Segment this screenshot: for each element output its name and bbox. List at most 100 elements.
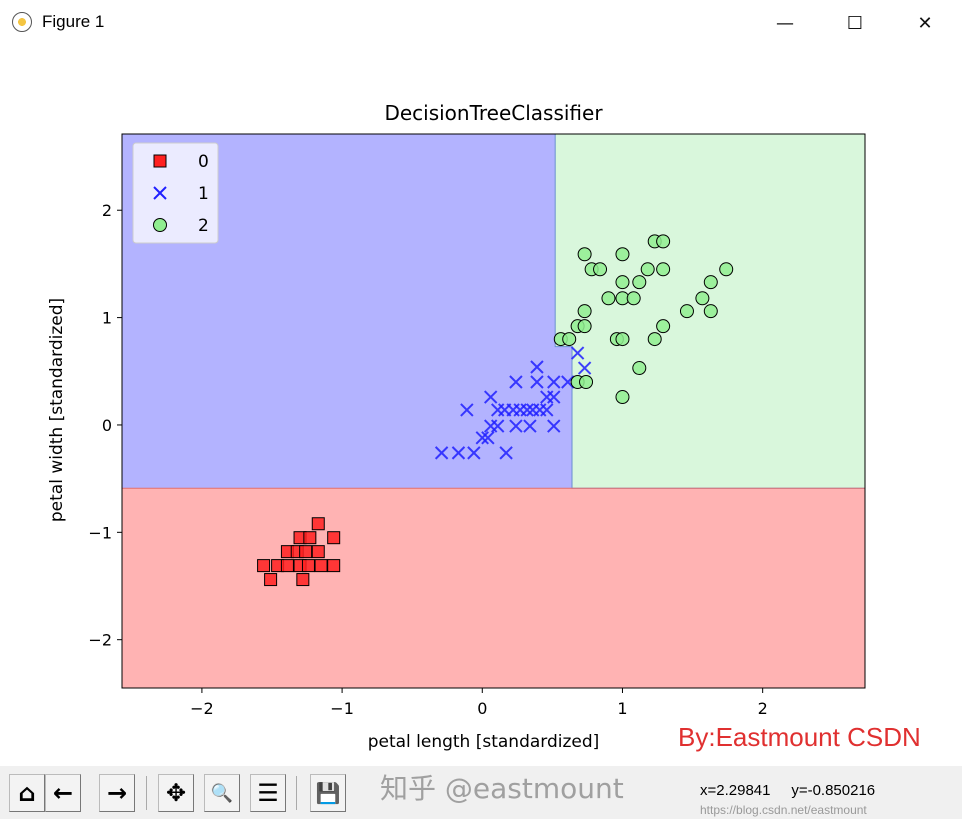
data-point-class-2 [695,291,710,306]
y-tick-label: 1 [102,309,112,328]
data-point-class-1 [561,375,575,389]
data-point-class-0 [296,573,310,587]
title-bar: Figure 1 — ☐ ✕ [0,0,962,46]
data-point-class-2 [562,332,577,347]
matplotlib-icon [12,12,32,32]
data-point-class-2 [679,304,694,319]
data-point-class-2 [656,319,671,334]
data-point-class-0 [301,559,315,573]
data-point-class-1 [540,403,554,417]
data-point-class-1 [547,375,561,389]
data-point-class-2 [632,361,647,376]
data-point-class-1 [547,390,561,404]
legend: 0 1 2 [132,142,219,244]
data-point-class-2 [615,332,630,347]
home-icon[interactable]: ⌂ [9,774,45,812]
data-point-class-2 [593,262,608,277]
y-tick-label: −1 [88,523,112,542]
data-point-class-2 [656,262,671,277]
data-point-class-0 [314,559,328,573]
data-point-class-1 [530,375,544,389]
data-point-class-0 [280,559,294,573]
data-point-class-0 [311,545,325,559]
data-point-class-2 [579,375,594,390]
data-point-class-1 [547,419,561,433]
configure-subplots-icon[interactable]: ☰ [250,774,286,812]
data-point-class-2 [601,291,616,306]
x-tick-label: −2 [190,699,214,718]
x-tick-label: 2 [758,699,768,718]
legend-label: 1 [198,184,209,204]
data-point-class-2 [632,275,647,290]
cursor-coordinates: x=2.29841 y=-0.850216 [700,782,876,799]
close-button[interactable]: ✕ [917,12,933,34]
data-point-class-2 [647,332,662,347]
data-point-class-1 [483,390,498,404]
data-point-class-0 [299,545,313,559]
data-point-class-0 [311,517,325,531]
data-point-class-1 [577,361,592,375]
zhihu-watermark: 知乎 @eastmount [380,772,624,805]
region-class-0 [122,488,865,688]
minimize-button[interactable]: — [776,12,794,34]
data-point-class-2 [626,291,641,306]
y-tick-label: 0 [102,416,112,435]
data-point-class-0 [327,531,341,545]
legend-marker-circle [153,218,167,232]
credit-text: By:Eastmount CSDN [678,722,921,752]
data-point-class-1 [434,446,449,460]
x-tick-label: 0 [477,699,487,718]
pan-icon[interactable]: ✥ [158,774,194,812]
data-point-class-0 [264,573,278,587]
legend-label: 2 [198,216,209,236]
y-tick-label: −2 [88,631,112,650]
window-title: Figure 1 [42,12,105,31]
save-icon[interactable]: 💾 [310,774,346,812]
x-tick-label: −1 [330,699,354,718]
figure-canvas[interactable]: −2 −1 0 1 2 −2 −1 0 1 2 DecisionTreeClassifier peta… [0,46,962,766]
data-point-class-2 [615,390,630,405]
data-point-class-2 [703,304,718,319]
toolbar-separator [146,776,147,810]
data-point-class-2 [577,247,592,262]
data-point-class-1 [460,403,474,417]
data-point-class-2 [577,304,592,319]
data-point-class-1 [520,403,534,417]
legend-label: 0 [198,152,209,172]
back-icon[interactable]: ← [45,774,81,812]
data-point-class-2 [656,234,671,249]
data-point-class-2 [703,275,718,290]
forward-icon[interactable]: → [99,774,135,812]
data-point-class-1 [509,419,523,433]
x-tick-label: 1 [617,699,627,718]
data-point-class-1 [499,446,513,460]
data-point-class-1 [481,431,495,445]
data-point-class-1 [509,375,523,389]
toolbar-separator [296,776,297,810]
navigation-toolbar: ⌂ ← → ✥ 🔍 ☰ 💾 [0,766,962,819]
data-point-class-2 [719,262,734,277]
data-point-class-0 [303,531,317,545]
plot-frame [121,133,866,689]
data-point-class-1 [530,360,544,374]
legend-marker-x [153,186,167,200]
data-point-class-0 [327,559,341,573]
x-axis-label: petal length [standardized] [368,732,600,752]
data-point-class-2 [615,247,630,262]
chart-title: DecisionTreeClassifier [384,101,603,125]
maximize-button[interactable]: ☐ [846,12,864,34]
data-point-class-1 [467,446,481,460]
data-point-class-2 [640,262,655,277]
zoom-icon[interactable]: 🔍 [204,774,240,812]
url-watermark: https://blog.csdn.net/eastmount [700,803,867,817]
y-tick-label: 2 [102,201,112,220]
data-point-class-0 [257,559,271,573]
data-point-class-1 [475,431,489,445]
data-point-class-2 [615,275,630,290]
data-point-class-2 [577,319,592,334]
data-point-class-1 [523,419,537,433]
data-point-class-1 [490,419,505,433]
data-point-class-1 [570,346,585,360]
data-point-class-1 [451,446,466,460]
y-axis-label: petal width [standardized] [47,298,67,522]
